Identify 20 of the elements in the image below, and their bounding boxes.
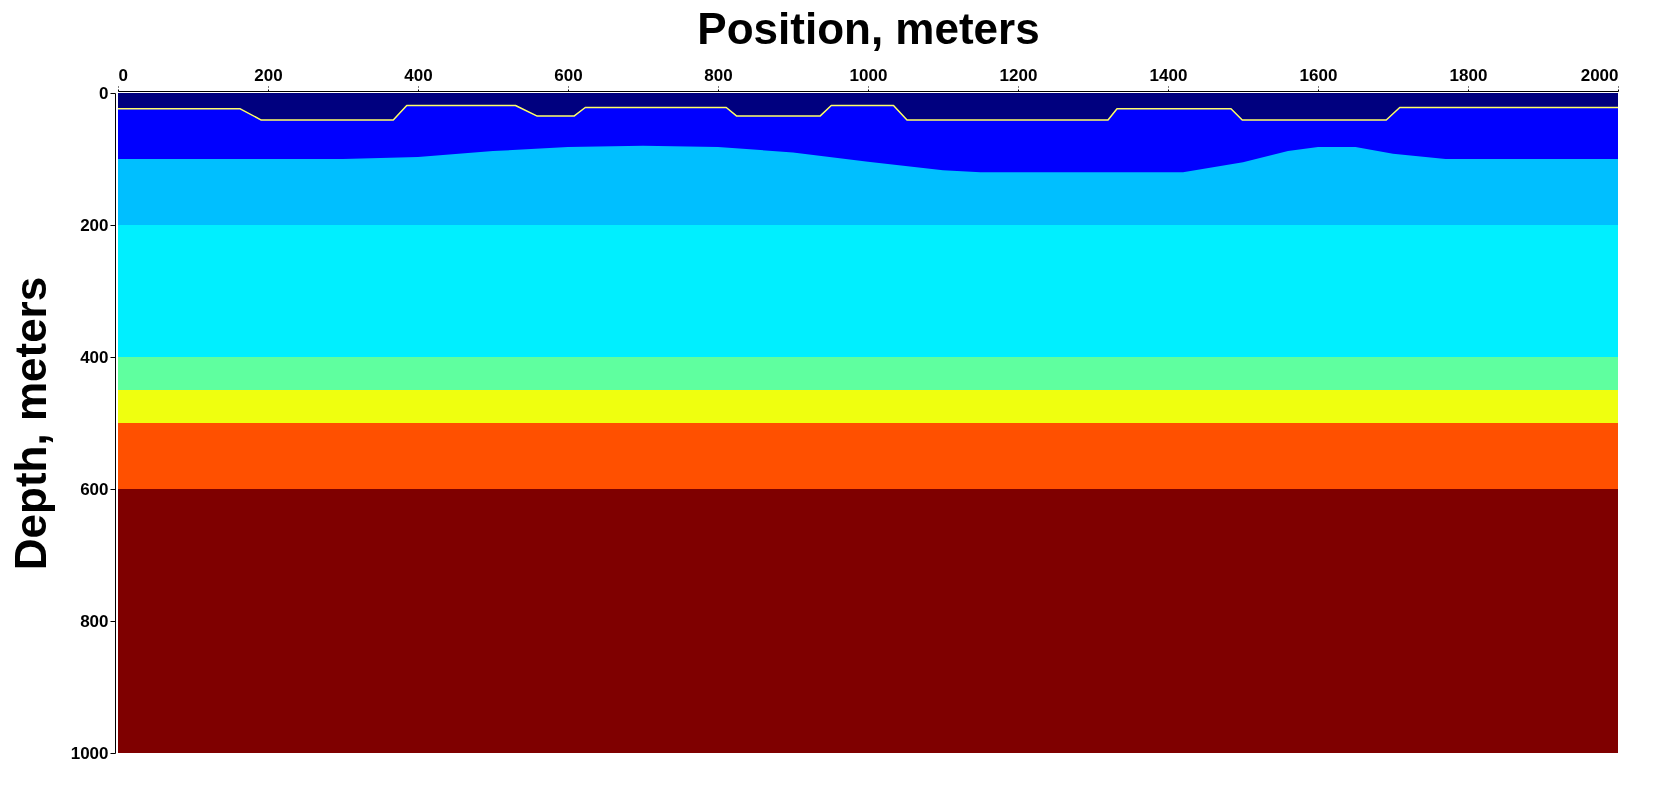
x-tick-label: 2000 <box>1580 65 1619 85</box>
x-axis-title: Position, meters <box>697 3 1040 53</box>
x-tick-label: 1600 <box>1299 65 1338 85</box>
y-tick-label: 400 <box>80 347 109 367</box>
x-tick-label: 1800 <box>1449 65 1488 85</box>
y-tick-label: 600 <box>80 479 109 499</box>
x-tick-label: 800 <box>704 65 733 85</box>
y-tick-label: 0 <box>99 83 109 103</box>
x-tick-label: 400 <box>404 65 433 85</box>
x-tick-label: 200 <box>254 65 283 85</box>
line-series <box>117 104 1619 121</box>
x-tick-label: 1000 <box>849 65 888 85</box>
x-tick-label: 1400 <box>1149 65 1188 85</box>
y-axis-title: Depth, meters <box>5 276 55 571</box>
y-tick-label: 1000 <box>70 743 109 763</box>
y-tick-label: 800 <box>80 611 109 631</box>
y-tick-label: 200 <box>80 215 109 235</box>
x-tick-label: 0 <box>118 65 128 85</box>
x-tick-label: 1200 <box>999 65 1038 85</box>
x-tick-label: 600 <box>554 65 583 85</box>
